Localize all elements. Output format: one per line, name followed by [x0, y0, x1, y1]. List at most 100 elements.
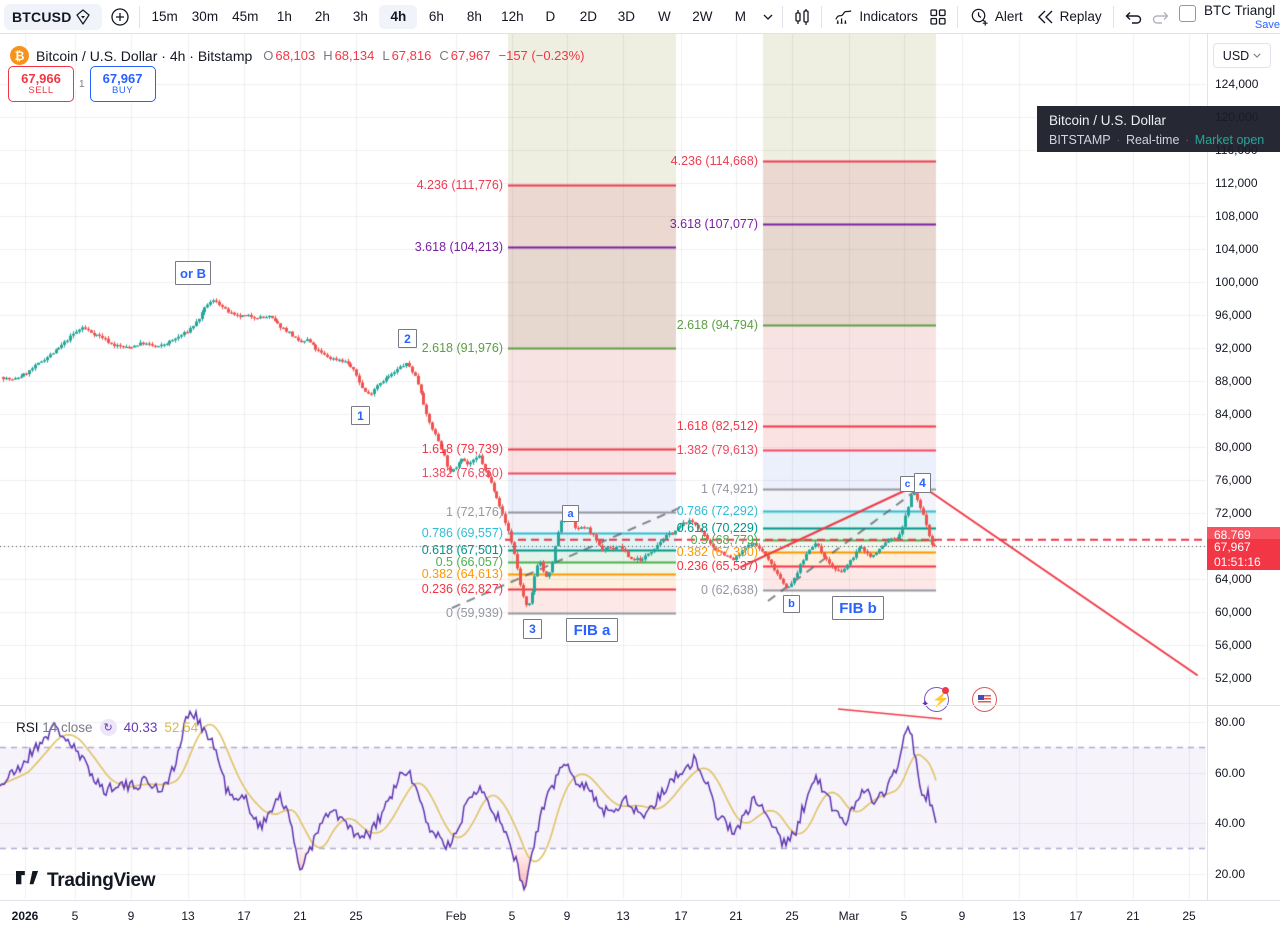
timeframe-more-chevron[interactable]: [759, 3, 777, 31]
timeframe-button-15m[interactable]: 15m: [151, 8, 178, 24]
timeframe-button-M[interactable]: M: [734, 8, 746, 24]
us-economic-event-icon[interactable]: [972, 687, 997, 712]
layout-controls: BTC Triangl Save: [1179, 3, 1280, 31]
price-axis[interactable]: USD 124,000120,000116,000112,000108,0001…: [1207, 33, 1280, 900]
separator: [782, 5, 784, 28]
undo-icon[interactable]: [1119, 3, 1147, 31]
timeframe-button-12h[interactable]: 12h: [501, 8, 524, 24]
time-axis-label: Mar: [838, 909, 860, 923]
tradingview-glyph: [16, 870, 39, 884]
sell-label: SELL: [28, 84, 54, 96]
timeframe-button-30m[interactable]: 30m: [191, 8, 219, 24]
timeframe-button-4h[interactable]: 4h: [379, 4, 418, 29]
wave-label-fib-b[interactable]: FIB b: [832, 596, 884, 620]
ohlc-values: O 68,103 H 68,134 L 67,816 C 67,967 −157 (−0…: [263, 48, 584, 63]
rsi-axis-label: 40.00: [1215, 816, 1246, 830]
separator: [1112, 5, 1114, 28]
rsi-refresh-icon[interactable]: ↻: [99, 719, 117, 736]
rsi-axis-label: 20.00: [1215, 866, 1246, 881]
rsi-name[interactable]: RSI 14 close: [16, 720, 93, 735]
timeframe-list: 15m 30m 45m 1h 2h 3h 4h 6h 8h 12h D 2D 3D W 2W M: [145, 4, 760, 29]
timeframe-button-6h[interactable]: 6h: [428, 8, 444, 24]
fib-level-label: 1 (72,176): [446, 504, 503, 519]
separator: [821, 5, 823, 28]
price-axis-label: 96,000: [1215, 308, 1252, 322]
spread-value: 1: [74, 78, 90, 90]
price-axis-label: 84,000: [1215, 407, 1252, 421]
low-value: 67,816: [391, 48, 432, 63]
time-axis-label: 25: [785, 909, 799, 923]
price-axis-label: 88,000: [1215, 374, 1252, 388]
timeframe-button-2D[interactable]: 2D: [579, 8, 597, 24]
timeframe-button-45m[interactable]: 45m: [232, 8, 259, 24]
price-axis-label: 92,000: [1215, 341, 1252, 355]
timeframe-button-2W[interactable]: 2W: [692, 8, 713, 24]
time-axis-label: 5: [900, 909, 908, 923]
wave-label-1[interactable]: 1: [351, 406, 370, 425]
fib-level-label: 4.236 (114,668): [670, 153, 758, 168]
fib-level-label: 0.618 (70,229): [676, 520, 758, 535]
notification-dot: [942, 687, 949, 694]
replay-button[interactable]: Replay: [1029, 4, 1108, 30]
timeframe-button-3h[interactable]: 3h: [352, 8, 368, 24]
compare-add-icon[interactable]: [106, 3, 134, 31]
legend-title[interactable]: Bitcoin / U.S. Dollar · 4h · Bitstamp: [36, 47, 253, 64]
buy-button[interactable]: 67,967 BUY: [89, 66, 156, 102]
fib-level-label: 1 (74,921): [701, 481, 758, 496]
buy-label: BUY: [112, 84, 134, 96]
price-axis-label: 52,000: [1215, 671, 1252, 685]
time-axis-label: 17: [237, 909, 251, 923]
pane-separator[interactable]: [0, 705, 1280, 706]
layout-grid-icon[interactable]: [924, 3, 952, 31]
time-axis-label: 21: [1126, 909, 1140, 923]
fib-level-label: 0.5 (68,779): [690, 532, 758, 547]
timeframe-button-3D[interactable]: 3D: [617, 8, 635, 24]
time-axis[interactable]: 2026 5 9 13 17 21 25 Feb 5 9 13 17 21 25 Mar 5 9 13 17 21 25: [0, 900, 1280, 931]
wave-label-3[interactable]: 3: [523, 619, 542, 639]
top-toolbar: BTCUSD 15m 30m 45m 1h 2h 3h 4h 6h 8h 12h D 2D 3D W 2W M…: [0, 0, 1280, 34]
wave-label-4[interactable]: 4: [914, 473, 931, 493]
fib-level-label: 0.382 (64,613): [421, 566, 503, 581]
layout-name[interactable]: BTC Triangl: [1204, 2, 1276, 18]
sell-button[interactable]: 67,966 SELL: [8, 66, 74, 102]
fib-level-label: 0 (62,638): [701, 583, 758, 598]
sell-price: 67,966: [21, 70, 61, 86]
symbol-detail-icon[interactable]: [72, 3, 94, 31]
fib-level-label: 2.618 (94,794): [676, 317, 758, 332]
indicators-button[interactable]: Indicators: [827, 4, 924, 30]
symbol-search-button[interactable]: BTCUSD: [4, 3, 102, 31]
fib-level-label: 1.618 (79,739): [421, 442, 503, 457]
save-button[interactable]: Save: [1254, 18, 1280, 31]
time-axis-label: 13: [181, 909, 195, 923]
wave-label-c[interactable]: c: [900, 476, 915, 492]
wave-label-fib-a[interactable]: FIB a: [566, 618, 618, 642]
timeframe-button-W[interactable]: W: [657, 8, 671, 24]
alert-button[interactable]: Alert: [963, 4, 1029, 30]
wave-label-or-b[interactable]: or B: [175, 261, 211, 285]
timeframe-button-1h[interactable]: 1h: [276, 8, 292, 24]
wave-label-a[interactable]: a: [562, 505, 579, 522]
timeframe-button-D[interactable]: D: [545, 8, 556, 24]
currency-toggle[interactable]: USD: [1213, 43, 1271, 68]
tradingview-logo[interactable]: TradingView: [16, 870, 156, 892]
high-value: 68,134: [334, 48, 375, 63]
layout-checkbox[interactable]: [1179, 4, 1196, 22]
last-price-tag: 67,967 01:51:16: [1207, 539, 1280, 571]
wave-label-b[interactable]: b: [783, 595, 800, 613]
fib-level-label: 0.786 (69,557): [421, 526, 503, 541]
rsi-axis-label: 80.00: [1215, 715, 1246, 729]
indicators-label: Indicators: [859, 9, 918, 24]
time-axis-label: 13: [616, 909, 630, 923]
wave-label-2[interactable]: 2: [398, 329, 417, 348]
currency-label: USD: [1222, 48, 1250, 63]
symbol-name: BTCUSD: [12, 8, 72, 25]
tooltip-exchange: BITSTAMP: [1049, 133, 1111, 147]
redo-icon[interactable]: [1147, 3, 1175, 31]
timeframe-button-2h[interactable]: 2h: [314, 8, 330, 24]
ai-spark-event-icon[interactable]: ⚡ ✦: [921, 687, 949, 712]
fib-level-label: 1.618 (82,512): [676, 419, 758, 434]
chart-style-icon[interactable]: [788, 3, 816, 31]
timeframe-button-8h[interactable]: 8h: [466, 8, 482, 24]
